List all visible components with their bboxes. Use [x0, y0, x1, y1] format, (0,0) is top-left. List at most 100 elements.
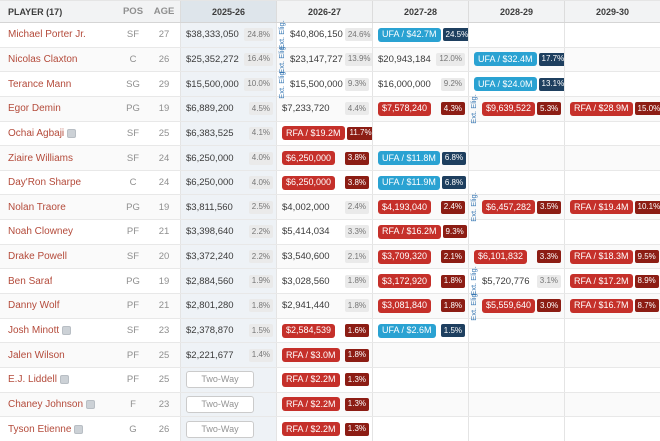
player-cell: Egor Demin [0, 97, 118, 121]
season-cell [564, 220, 660, 244]
cap-pct-badge: 6.8% [441, 151, 467, 165]
cap-pct-badge: 15.0% [634, 102, 660, 116]
pos-cell: SF [126, 251, 140, 263]
cap-pct-badge: 4.1% [248, 126, 273, 140]
rfa-pill: RFA / $2.2M [282, 397, 340, 412]
cap-pct-badge: 2.2% [248, 250, 273, 264]
season-cell: $6,383,525 4.1% [180, 121, 276, 146]
table-row: E.J. Liddell PF 25 Two-Way RFA / $2.2M 1.3% [0, 367, 660, 393]
salary-value: $6,889,200 [186, 103, 234, 115]
header-cell-s2026-27[interactable]: 2026-27 [276, 1, 372, 22]
player-link[interactable]: Nicolas Claxton [8, 53, 78, 65]
player-cell: Day'Ron Sharpe [0, 171, 118, 195]
option-salary-pill: $5,559,640 [482, 298, 536, 313]
season-cell [564, 72, 660, 96]
season-cell: RFA / $2.2M 1.3% [276, 392, 372, 417]
player-link[interactable]: Terance Mann [8, 78, 72, 90]
pos-cell: PF [126, 374, 140, 386]
player-link[interactable]: Egor Demin [8, 103, 61, 115]
season-cell [372, 392, 468, 417]
cap-pct-badge: 9.3% [344, 77, 370, 91]
salary-value: $3,398,640 [186, 226, 234, 238]
cap-pct-badge: 12.0% [436, 52, 465, 66]
header-cell-age[interactable]: AGE [153, 6, 175, 17]
header-cell-s2028-29[interactable]: 2028-29 [468, 1, 564, 22]
cap-pct-badge: 1.8% [344, 299, 369, 313]
header-cell-player[interactable]: PLAYER (17) [8, 6, 63, 17]
player-link[interactable]: Ochai Agbaji [8, 127, 65, 139]
season-cell: $6,250,000 3.8% [276, 146, 372, 170]
table-row: Noah Clowney PF 21 $3,398,640 2.2% $5,414,034… [0, 220, 660, 245]
season-cell: $3,172,920 1.8% [372, 269, 468, 294]
option-salary-pill: $9,639,522 [482, 101, 536, 116]
season-cell: RFA / $2.2M 1.3% [276, 367, 372, 392]
player-link[interactable]: Tyson Etienne [8, 423, 72, 435]
cap-pct-badge: 1.8% [440, 299, 465, 313]
player-link[interactable]: Drake Powell [8, 251, 67, 263]
season-cell: $3,081,840 1.8% [372, 294, 468, 318]
season-cell: $6,889,200 4.5% [180, 96, 276, 121]
player-link[interactable]: Josh Minott [8, 325, 60, 336]
season-cell: Two-Way [180, 392, 276, 417]
player-cell: Nicolas Claxton [0, 48, 118, 72]
player-cell: Tyson Etienne [0, 417, 118, 441]
pos-cell: PF [126, 226, 140, 238]
player-link[interactable]: Michael Porter Jr. [8, 29, 86, 41]
header-cell-pos[interactable]: POS [122, 6, 144, 17]
season-cell: $5,720,776 3.1% [468, 269, 564, 294]
player-link[interactable]: Day'Ron Sharpe [8, 177, 82, 189]
season-cell: RFA / $16.2M 9.3% [372, 220, 468, 244]
cap-pct-badge: 16.4% [244, 52, 273, 66]
table-row: Danny Wolf PF 21 $2,801,280 1.8% $2,941,440 1.… [0, 291, 660, 321]
season-cell: UFA / $32.4M 17.7% [468, 47, 564, 72]
table-row: Nolan Traore PG 19 $3,811,560 2.5% $4,002,000… [0, 193, 660, 222]
cap-pct-badge: 1.3% [344, 397, 369, 411]
age-cell: 21 [158, 300, 170, 312]
rfa-pill: RFA / $2.2M [282, 422, 340, 437]
rfa-pill: RFA / $2.2M [282, 372, 340, 387]
table-row: Jalen Wilson PF 25 $2,221,677 1.4% RFA / $3.0… [0, 343, 660, 368]
season-cell: $6,101,832 3.3% [468, 244, 564, 269]
player-cell: Ochai Agbaji [0, 122, 118, 146]
season-cell [468, 23, 564, 47]
rfa-pill: RFA / $18.3M [570, 249, 633, 264]
header-cell-s2029-30[interactable]: 2029-30 [564, 1, 660, 22]
player-link[interactable]: Noah Clowney [8, 226, 74, 238]
season-cell: RFA / $19.2M 11.7% [276, 121, 372, 146]
player-link[interactable]: Chaney Johnson [8, 398, 84, 410]
cap-pct-badge: 17.7% [538, 52, 564, 66]
season-cell [468, 367, 564, 392]
ufa-pill: UFA / $24.0M [474, 77, 537, 92]
cap-pct-badge: 11.7% [346, 126, 372, 140]
cap-pct-badge: 2.1% [344, 250, 369, 264]
cap-pct-badge: 3.0% [537, 299, 562, 313]
cap-pct-badge: 8.9% [634, 274, 659, 288]
season-cell [564, 343, 660, 367]
player-link[interactable]: E.J. Liddell [8, 374, 57, 386]
cap-pct-badge: 1.8% [440, 274, 465, 288]
salary-value: $38,333,050 [186, 29, 239, 41]
ufa-pill: UFA / $32.4M [474, 52, 537, 67]
season-cell: RFA / $2.2M 1.3% [276, 417, 372, 441]
cap-pct-badge: 3.1% [536, 274, 561, 288]
player-link[interactable]: Jalen Wilson [8, 349, 65, 361]
season-cell: Two-Way [180, 417, 276, 441]
cap-pct-badge: 2.5% [248, 200, 273, 214]
rfa-pill: RFA / $19.2M [282, 126, 345, 141]
player-cell: Ben Saraf [0, 269, 118, 293]
player-cell: Jalen Wilson [0, 343, 118, 367]
header-cell-s2027-28[interactable]: 2027-28 [372, 1, 468, 22]
season-cell: $9,639,522 5.3% [468, 96, 564, 121]
season-cell: $16,000,000 9.2% [372, 72, 468, 96]
table-row: Drake Powell SF 20 $3,372,240 2.2% $3,540,600… [0, 244, 660, 270]
player-link[interactable]: Danny Wolf [8, 300, 60, 312]
salary-value: $6,250,000 [186, 152, 234, 164]
header-cell-s2025-26[interactable]: 2025-26 [180, 1, 276, 22]
table-row: Egor Demin PG 19 $6,889,200 4.5% $7,233,720 4.… [0, 94, 660, 124]
cap-pct-badge: 2.2% [248, 225, 273, 239]
player-link[interactable]: Ziaire Williams [8, 152, 73, 164]
player-link[interactable]: Ben Saraf [8, 275, 53, 287]
player-cell: Nolan Traore [0, 195, 118, 219]
salary-value: $20,943,184 [378, 53, 431, 65]
player-link[interactable]: Nolan Traore [8, 201, 66, 213]
